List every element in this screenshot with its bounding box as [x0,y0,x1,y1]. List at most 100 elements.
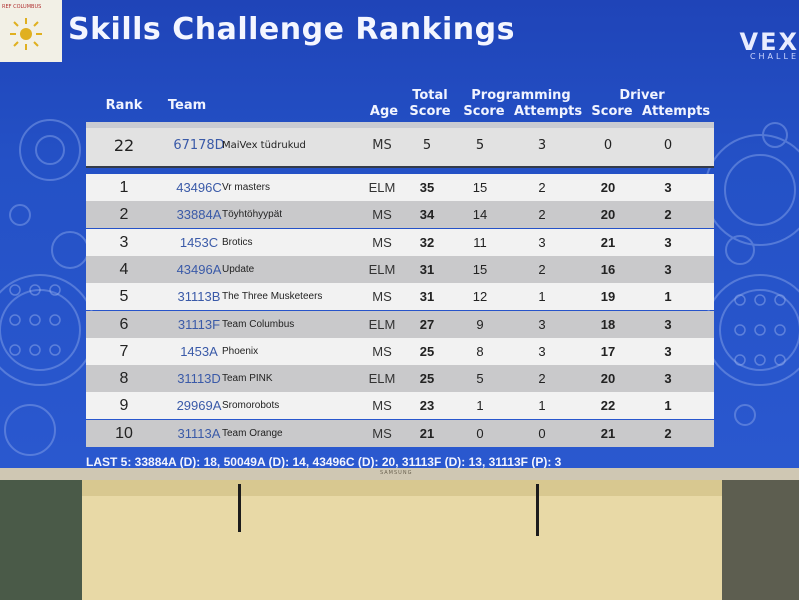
row-programming-score: 5 [476,371,484,387]
table-row: 8 31113D Team PINK ELM 25 5 2 20 3 [86,365,714,393]
row-team-number[interactable]: 31113F [177,316,221,332]
row-driver-attempts: 3 [664,180,672,195]
row-team-name: Vr masters [222,182,270,193]
row-driver-score: 21 [600,234,616,250]
table-row: 9 29969A Sromorobots MS 23 1 1 22 1 [86,392,714,420]
row-programming-score: 0 [476,425,484,441]
row-team-number[interactable]: 1453C [179,234,219,250]
row-age: MS [372,343,392,359]
left-post [0,480,82,600]
row-team-name: Team Orange [222,427,283,439]
tv-screen: REF COLUMBUS Skills Challenge Rankings V… [0,0,799,470]
row-age: ELM [368,316,396,332]
header-team: Team [167,98,207,113]
row-team-name: The Three Musketeers [222,291,323,303]
page-title: Skills Challenge Rankings [68,12,515,47]
row-total-score: 23 [419,398,435,414]
row-total-score: 21 [419,425,435,441]
table-row: 2 33884A Töyhtöhyypät MS 34 14 2 20 2 [86,201,714,229]
row-rank: 8 [119,370,129,388]
row-driver-score: 20 [600,371,616,387]
row-age: MS [372,425,392,441]
row-programming-attempts: 3 [538,343,546,359]
pinned-programming-score: 5 [475,138,485,153]
row-team-number[interactable]: 31113D [177,371,221,387]
row-rank: 4 [119,260,129,278]
row-age: MS [372,289,392,305]
row-total-score: 25 [419,343,435,359]
pinned-total-score: 5 [422,138,432,153]
pinned-driver-attempts: 0 [663,138,673,153]
row-age: ELM [368,180,396,195]
row-driver-score: 22 [600,398,616,414]
row-driver-score: 20 [600,207,616,223]
row-programming-attempts: 1 [538,398,546,414]
row-total-score: 31 [419,261,435,277]
row-driver-score: 18 [600,316,616,332]
row-team-name: Team Columbus [222,318,295,330]
row-driver-attempts: 3 [664,371,672,387]
row-team-number[interactable]: 31113B [177,289,221,305]
row-rank: 6 [119,315,129,333]
table-row: 5 31113B The Three Musketeers MS 31 12 1 19 1 [86,283,714,311]
pinned-team-name: MaiVex tüdrukud [222,140,306,151]
row-programming-score: 15 [472,261,488,277]
row-programming-attempts: 1 [538,289,546,305]
table-row: 1 43496C Vr masters ELM 35 15 2 20 3 [86,174,714,201]
tv-bezel [0,468,799,480]
row-programming-score: 9 [476,316,484,332]
board-shadow [82,480,722,496]
row-driver-score: 19 [600,289,616,305]
row-team-name: Team PINK [222,373,273,385]
vex-brand-logo: VEX [739,28,799,56]
header-driver-attempts: Attempts [642,104,711,119]
row-team-number[interactable]: 1453A [180,343,218,359]
pinned-team-number[interactable]: 67178D [173,138,225,153]
right-post [722,480,799,600]
row-driver-score: 21 [600,425,616,441]
row-driver-score: 16 [600,261,616,277]
row-age: MS [372,234,392,250]
row-age: MS [372,207,392,223]
event-logo-text: REF COLUMBUS [2,4,42,10]
row-driver-attempts: 1 [664,398,672,414]
row-programming-attempts: 3 [538,316,546,332]
row-rank: 9 [119,397,129,415]
row-programming-score: 8 [476,343,484,359]
row-total-score: 32 [419,234,435,250]
row-team-number[interactable]: 43496C [176,180,222,195]
row-team-number[interactable]: 33884A [176,207,222,223]
row-programming-attempts: 0 [538,425,546,441]
row-age: MS [372,398,392,414]
table-row: 6 31113F Team Columbus ELM 27 9 3 18 3 [86,310,714,338]
row-rank: 2 [119,206,129,224]
row-team-number[interactable]: 29969A [176,398,222,414]
cable-left [238,484,241,532]
row-team-name: Töyhtöhyypät [222,209,283,221]
row-team-name: Sromorobots [222,400,280,412]
pinned-rank: 22 [113,136,135,155]
pinned-driver-score: 0 [603,138,613,153]
row-rank: 1 [119,179,129,196]
row-team-name: Phoenix [222,345,259,357]
row-driver-attempts: 1 [664,289,672,305]
row-age: ELM [368,371,396,387]
row-total-score: 34 [419,207,435,223]
row-programming-attempts: 2 [538,371,546,387]
sun-emblem-icon [10,18,42,50]
table-divider [86,166,714,168]
row-team-number[interactable]: 43496A [176,261,222,277]
row-programming-score: 14 [472,207,488,223]
row-driver-score: 20 [600,180,616,195]
pinned-programming-attempts: 3 [537,138,547,153]
row-driver-attempts: 3 [664,343,672,359]
table-row: 10 31113A Team Orange MS 21 0 0 21 2 [86,419,714,447]
header-total-line1: Total [412,88,448,103]
row-team-number[interactable]: 31113A [177,425,221,441]
row-rank: 10 [115,424,133,442]
row-total-score: 31 [419,289,435,305]
header-rank: Rank [105,98,143,113]
row-driver-attempts: 3 [664,234,672,250]
row-driver-attempts: 3 [664,316,672,332]
row-programming-attempts: 2 [538,261,546,277]
